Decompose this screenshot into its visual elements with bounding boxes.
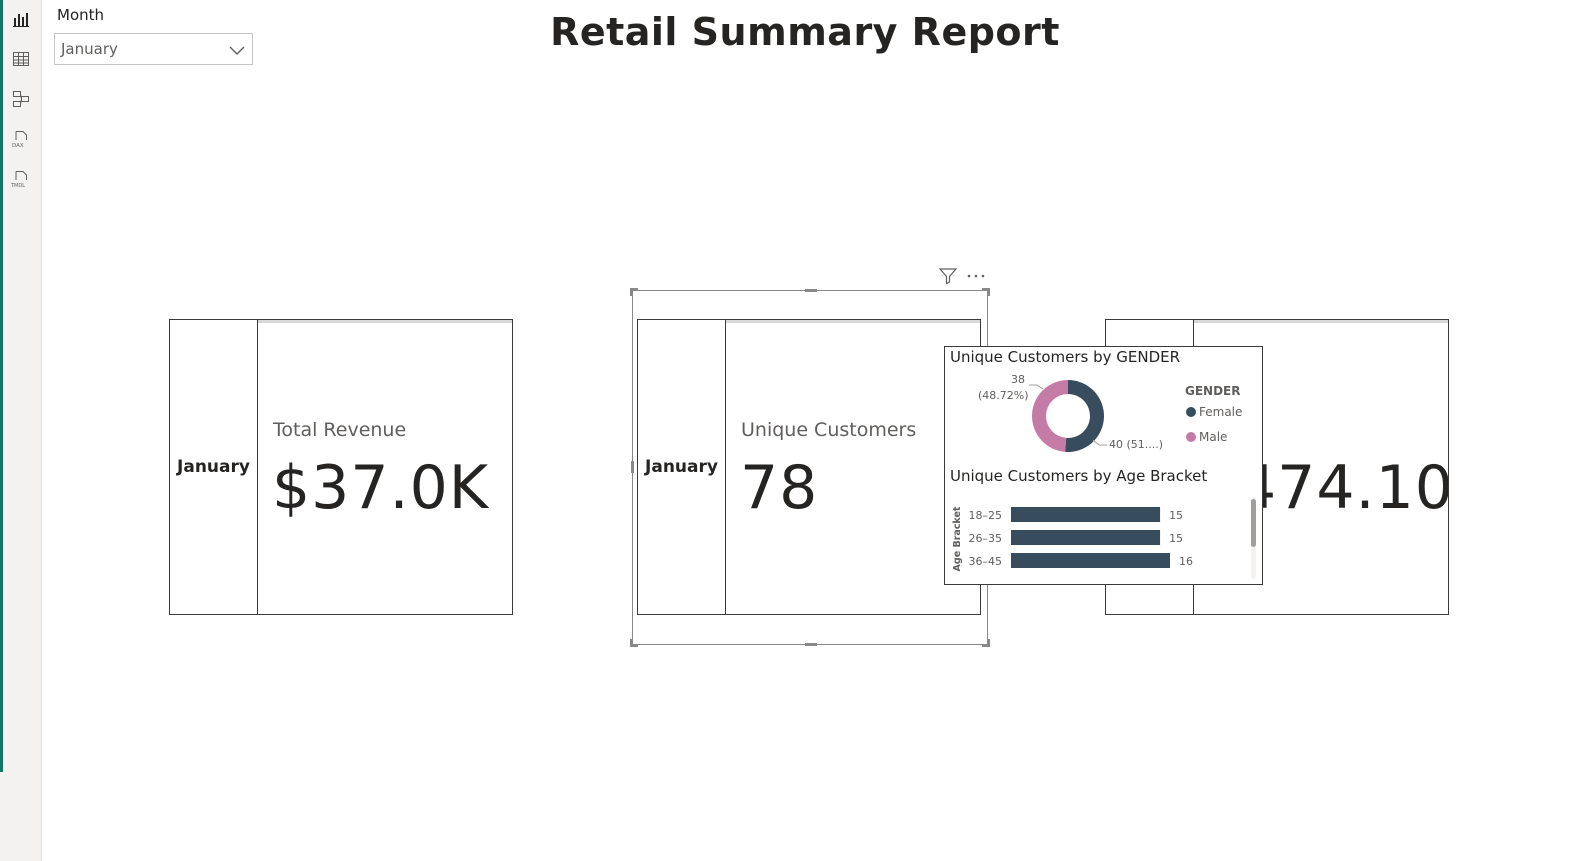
legend-item-male[interactable]: Male xyxy=(1186,430,1227,444)
visual-header xyxy=(938,266,988,286)
card-value-area: Total Revenue $37.0K xyxy=(258,320,512,614)
month-slicer-dropdown[interactable]: January xyxy=(54,33,253,65)
chart-scrollbar[interactable] xyxy=(1251,499,1256,547)
card-value-area: Unique Customers 78 xyxy=(726,320,980,614)
resize-handle[interactable] xyxy=(631,461,634,473)
total-revenue-card[interactable]: January Total Revenue $37.0K xyxy=(169,319,513,615)
age-axis-title: Age Bracket xyxy=(952,506,963,571)
more-options-icon[interactable] xyxy=(964,266,988,286)
resize-handle[interactable] xyxy=(630,288,638,290)
bar-26–35[interactable] xyxy=(1011,530,1161,545)
svg-text:TMDL: TMDL xyxy=(11,183,25,189)
dax-query-icon[interactable]: DAX xyxy=(8,126,34,152)
gender-chart-title: Unique Customers by GENDER xyxy=(950,348,1181,366)
kpi-value: 474.10 xyxy=(1238,453,1449,523)
age-bracket-bar-chart: Age Bracket 18–25 15 26–35 15 36–45 16 xyxy=(952,506,1193,571)
donut-data-label-female: 40 (51....) xyxy=(1109,438,1164,451)
bar-18–25[interactable] xyxy=(1011,507,1161,522)
report-view-icon[interactable] xyxy=(8,6,34,32)
donut-slice-female[interactable] xyxy=(1065,380,1104,452)
bar-category-label: 36–45 xyxy=(969,555,1003,568)
kpi-label: Total Revenue xyxy=(273,419,407,441)
kpi-value: 78 xyxy=(740,453,819,523)
filter-icon[interactable] xyxy=(938,266,958,286)
donut-slice-male[interactable] xyxy=(1032,380,1068,452)
table-view-icon[interactable] xyxy=(8,46,34,72)
donut-data-label-male-pct: (48.72%) xyxy=(978,389,1029,402)
month-slicer-value: January xyxy=(61,40,118,58)
model-view-icon[interactable] xyxy=(8,86,34,112)
legend-item-female[interactable]: Female xyxy=(1186,405,1242,419)
visual-selection-frame xyxy=(630,288,990,647)
resize-handle[interactable] xyxy=(988,639,990,647)
page-title: Retail Summary Report xyxy=(550,10,1060,54)
resize-handle[interactable] xyxy=(982,645,990,647)
legend-dot-female xyxy=(1186,407,1196,417)
gender-donut-chart xyxy=(1029,380,1107,452)
card-value-area: 474.10 xyxy=(1194,320,1448,614)
bar-category-label: 26–35 xyxy=(969,532,1003,545)
resize-handle[interactable] xyxy=(630,645,638,647)
legend-dot-male xyxy=(1186,432,1196,442)
bar-category-label: 18–25 xyxy=(969,509,1003,522)
legend-label: Female xyxy=(1199,405,1243,419)
bar-data-label: 16 xyxy=(1179,555,1193,568)
unique-customers-card[interactable]: January Unique Customers 78 xyxy=(637,319,981,615)
resize-handle[interactable] xyxy=(630,639,632,647)
card-month-label: January xyxy=(170,320,258,614)
chevron-down-icon xyxy=(229,46,245,55)
month-slicer-title: Month xyxy=(57,6,105,24)
bar-data-label: 15 xyxy=(1169,509,1183,522)
bar-36–45[interactable] xyxy=(1011,553,1170,568)
resize-handle[interactable] xyxy=(805,643,817,646)
card-month-label: January xyxy=(638,320,726,614)
leader-line-male xyxy=(1029,384,1044,390)
age-chart-title: Unique Customers by Age Bracket xyxy=(950,467,1208,485)
rail-accent xyxy=(0,0,3,772)
kpi-label: Unique Customers xyxy=(741,419,917,441)
resize-handle[interactable] xyxy=(805,289,817,292)
donut-data-label-male: 38 xyxy=(1011,373,1025,386)
tmdl-view-icon[interactable]: TMDL xyxy=(8,166,34,192)
kpi-value: $37.0K xyxy=(272,453,490,523)
bar-data-label: 15 xyxy=(1169,532,1183,545)
resize-handle[interactable] xyxy=(630,288,632,296)
legend-label: Male xyxy=(1199,430,1228,444)
resize-handle[interactable] xyxy=(982,288,990,290)
svg-text:DAX: DAX xyxy=(12,143,24,149)
report-page-tooltip: Unique Customers by GENDER 38 (48.72%) 4… xyxy=(944,346,1263,585)
view-rail: DAX TMDL xyxy=(0,0,42,861)
legend-title: GENDER xyxy=(1185,384,1241,398)
leader-line-female xyxy=(1092,439,1107,446)
resize-handle[interactable] xyxy=(988,288,990,296)
